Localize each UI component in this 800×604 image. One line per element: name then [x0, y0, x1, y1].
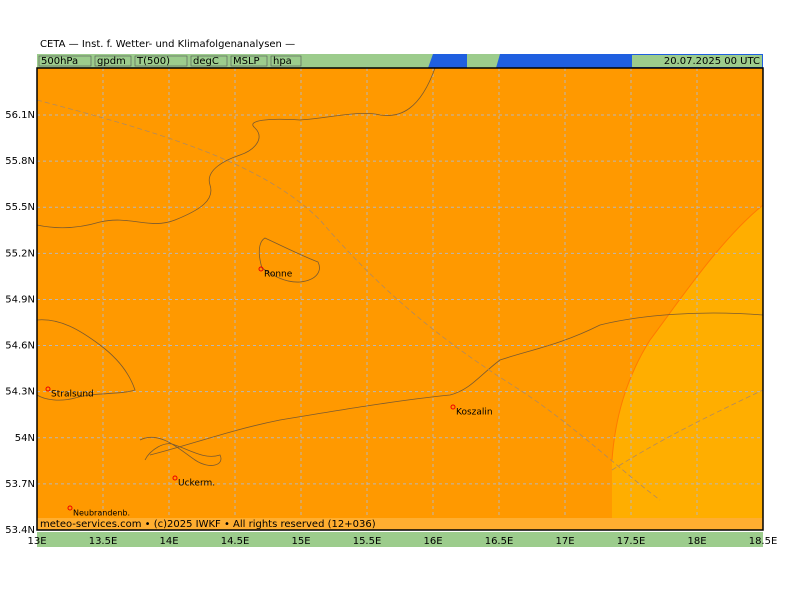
map-frame: [36, 67, 764, 531]
axis-strip: [37, 532, 763, 547]
cities: Ronne Stralsund Koszalin Uckerm. Neubrandenb…: [45, 266, 493, 518]
city-marker: [67, 505, 73, 511]
coastline: [36, 67, 436, 229]
y-tick-label: 55.2N: [5, 248, 35, 259]
y-tick-label: 55.5N: [5, 202, 35, 213]
date: 20.07.2025 00 UTC: [664, 56, 760, 67]
field-label: T(500): [136, 56, 170, 67]
city-label: Stralsund: [51, 390, 94, 400]
field-label: 500hPa: [41, 56, 78, 67]
field-box: [230, 55, 268, 67]
date-box: [632, 55, 762, 67]
x-tick-label: 13.5E: [89, 536, 118, 547]
x-tick-label: 15E: [291, 536, 310, 547]
field-box: [134, 55, 188, 67]
x-tick-label: 13E: [27, 536, 46, 547]
field-box: [38, 55, 92, 67]
header-fields: 500hPa gpdm T(500) degC MSLP hpa: [38, 55, 302, 67]
coastline: [139, 436, 222, 466]
city-marker: [45, 386, 51, 392]
x-tick-label: 18.5E: [749, 536, 778, 547]
warm-field: [612, 205, 763, 530]
field-box: [190, 55, 228, 67]
x-tick-label: 14.5E: [221, 536, 250, 547]
title: CETA — Inst. f. Wetter- und Klimafolgena…: [40, 39, 295, 50]
field-label: MSLP: [233, 56, 260, 67]
y-tick-label: 53.4N: [5, 525, 35, 536]
y-tick-label: 54.9N: [5, 294, 35, 305]
field-box: [94, 55, 132, 67]
city-label: Neubrandenb.: [73, 509, 130, 518]
x-tick-label: 17.5E: [617, 536, 646, 547]
y-tick-label: 54.3N: [5, 387, 35, 398]
x-tick-label: 17E: [555, 536, 574, 547]
city-marker: [450, 404, 456, 410]
x-tick-label: 18E: [687, 536, 706, 547]
city-label: Ronne: [264, 270, 293, 280]
x-tick-label: 14E: [159, 536, 178, 547]
y-tick-label: 55.8N: [5, 156, 35, 167]
copyright: meteo-services.com • (c)2025 IWKF • All …: [40, 519, 376, 530]
y-tick-label: 53.7N: [5, 479, 35, 490]
boundary: [36, 99, 764, 501]
coastline: [258, 237, 320, 283]
footer-bar: [37, 518, 763, 530]
x-tick-label: 16.5E: [485, 536, 514, 547]
x-tick-label: 16E: [423, 536, 442, 547]
y-tick-label: 54.6N: [5, 341, 35, 352]
contour: [611, 204, 764, 461]
y-tick-label: 56.1N: [5, 110, 35, 121]
city-label: Koszalin: [456, 408, 493, 418]
y-tick-label: 54N: [15, 433, 35, 444]
city-label: Uckerm.: [178, 479, 215, 489]
header-patch: [428, 54, 467, 68]
coastline: [36, 312, 764, 456]
city-marker: [172, 475, 178, 481]
field-box: [270, 55, 302, 67]
x-tick-label: 15.5E: [353, 536, 382, 547]
field-label: degC: [193, 56, 219, 67]
city-marker: [258, 266, 264, 272]
field-label: gpdm: [97, 56, 126, 67]
field-label: hpa: [273, 56, 292, 67]
